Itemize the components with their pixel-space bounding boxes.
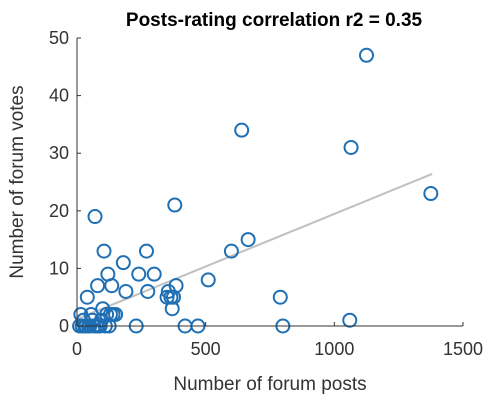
data-point (131, 266, 147, 282)
data-point (104, 278, 120, 294)
data-point (342, 312, 358, 328)
regression-line (76, 173, 433, 321)
x-tick-label: 500 (191, 339, 221, 359)
data-point (167, 197, 183, 213)
chart-title: Posts-rating correlation r2 = 0.35 (126, 10, 423, 31)
y-tick-label: 10 (49, 258, 69, 278)
x-tick-label: 1000 (314, 339, 354, 359)
data-point (234, 122, 250, 138)
data-point (87, 209, 103, 225)
data-point (138, 243, 154, 259)
data-point (79, 289, 95, 305)
data-point (164, 301, 180, 317)
data-point (200, 272, 216, 288)
data-point (115, 255, 131, 271)
x-tick-label: 1500 (443, 339, 483, 359)
y-tick-label: 20 (49, 201, 69, 221)
data-point (90, 278, 106, 294)
data-point (343, 139, 359, 155)
plot-marks (72, 47, 439, 334)
data-point (272, 289, 288, 305)
y-axis-label: Number of forum votes (7, 85, 28, 278)
y-tick-label: 50 (49, 28, 69, 48)
x-axis-label: Number of forum posts (173, 374, 366, 395)
data-point (146, 266, 162, 282)
data-point (168, 278, 184, 294)
data-point (223, 243, 239, 259)
x-tick-label: 0 (72, 339, 82, 359)
data-point (118, 283, 134, 299)
data-point (240, 232, 256, 248)
data-point (96, 243, 112, 259)
y-tick-label: 0 (59, 316, 69, 336)
y-tick-label: 40 (49, 86, 69, 106)
y-axis-ticks: 0 10 20 30 40 50 (49, 28, 81, 336)
data-point (140, 283, 156, 299)
x-axis-ticks: 0 500 1000 1500 (72, 322, 483, 359)
data-point (108, 306, 124, 322)
data-point (359, 47, 374, 63)
y-tick-label: 30 (49, 143, 69, 163)
data-point (423, 186, 439, 202)
